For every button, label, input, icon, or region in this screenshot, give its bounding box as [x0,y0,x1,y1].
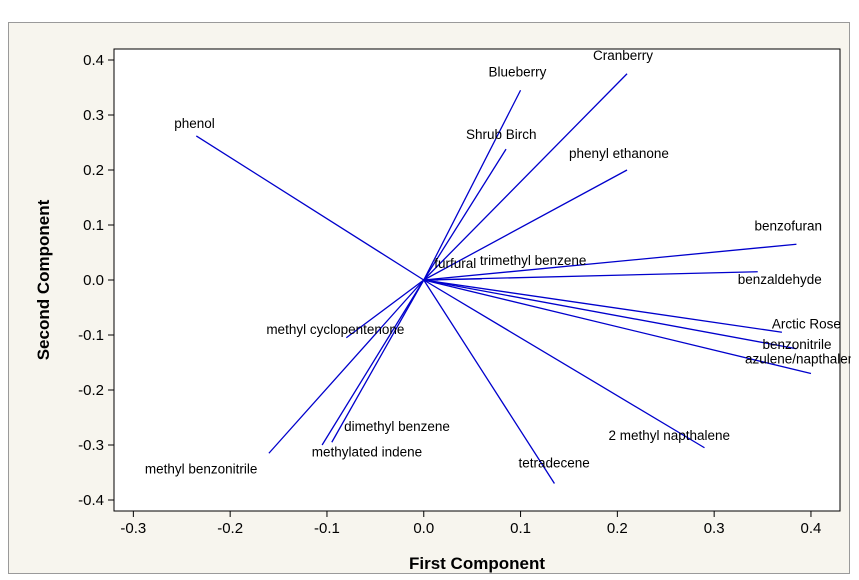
y-tick-label: 0.0 [83,272,104,289]
y-tick-label: -0.4 [78,492,104,509]
loading-vector [423,279,797,350]
y-tick-label: -0.1 [78,327,104,344]
vector-label: azulene/napthalene [745,352,851,367]
x-tick-label: -0.1 [314,520,340,537]
loading-vector [423,279,705,449]
loading-vector [423,279,555,484]
vector-label: methyl cyclopentenone [266,322,404,337]
x-tick-label: 0.4 [801,520,822,537]
vector-label: trimethyl benzene [480,253,587,268]
pca-loading-plot: -0.3 -0.2 -0.1 0.0 0.1 0.2 0.3 0.4 0.4 0.3 0.2 0.1 0… [34,48,851,573]
loading-vector [195,135,425,281]
loading-vector [423,279,783,333]
loading-vector [423,279,812,375]
loading-vector [423,73,628,281]
vector-label: Blueberry [489,64,547,79]
loading-vectors [195,73,812,484]
vector-label: furfural [434,256,476,271]
loading-vector [331,279,425,443]
vector-label: benzofuran [754,218,822,233]
y-tick-label: 0.4 [83,52,104,69]
loading-vector [423,243,797,281]
x-tick-label: 0.2 [607,520,628,537]
vector-labels: phenol Blueberry Cranberry Shrub Birch pheny… [145,48,851,477]
x-tick-label: 0.1 [510,520,531,537]
x-tick-label: -0.2 [217,520,243,537]
loading-vector [423,148,507,281]
loading-vector [423,169,628,281]
vector-label: 2 methyl napthalene [608,428,730,443]
vector-label: benzaldehyde [738,272,822,287]
y-tick-label: -0.3 [78,437,104,454]
vector-label: methyl benzonitrile [145,461,258,476]
x-axis-title: First Component [409,554,545,573]
loading-vector [345,279,425,339]
x-tick-label: -0.3 [120,520,146,537]
vector-label: tetradecene [518,456,589,471]
y-tick-label: 0.1 [83,217,104,234]
loading-vector [268,279,425,454]
vector-label: dimethyl benzene [344,419,450,434]
loading-vector [423,271,758,281]
x-tick-label: 0.3 [704,520,725,537]
y-axis-title: Second Component [34,199,53,360]
loading-vector [321,279,425,446]
vector-label: Shrub Birch [466,127,537,142]
loading-vector [423,89,522,281]
vector-label: Arctic Rose [772,316,841,331]
vector-label: benzonitrile [762,337,831,352]
vector-label: phenyl ethanone [569,146,669,161]
y-tick-label: 0.2 [83,162,104,179]
y-tick-label: 0.3 [83,107,104,124]
y-tick-label: -0.2 [78,382,104,399]
x-tick-label: 0.0 [413,520,434,537]
vector-label: Cranberry [593,48,653,63]
vector-label: methylated indene [312,444,422,459]
chart-frame: -0.3 -0.2 -0.1 0.0 0.1 0.2 0.3 0.4 0.4 0.3 0.2 0.1 0… [8,22,851,574]
axis-ticks: -0.3 -0.2 -0.1 0.0 0.1 0.2 0.3 0.4 0.4 0.3 0.2 0.1 0… [78,52,821,537]
vector-label: phenol [174,116,215,131]
plot-area [113,48,841,512]
